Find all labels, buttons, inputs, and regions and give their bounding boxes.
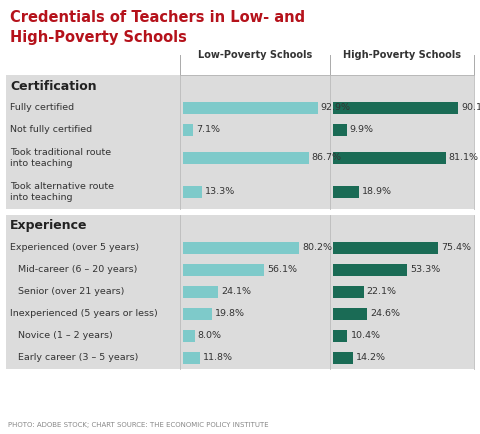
Text: Certification: Certification (10, 79, 96, 92)
Text: 56.1%: 56.1% (267, 266, 297, 274)
Text: Took traditional route
into teaching: Took traditional route into teaching (10, 148, 111, 168)
Text: Senior (over 21 years): Senior (over 21 years) (18, 287, 124, 296)
Text: Not fully certified: Not fully certified (10, 125, 92, 135)
Text: 18.9%: 18.9% (362, 187, 392, 197)
Bar (183, 102, 318, 114)
Text: 81.1%: 81.1% (449, 154, 479, 162)
Bar (333, 308, 367, 320)
Bar (333, 102, 458, 114)
Text: Low-Poverty Schools: Low-Poverty Schools (198, 50, 312, 60)
Text: 53.3%: 53.3% (410, 266, 440, 274)
Text: 7.1%: 7.1% (196, 125, 220, 135)
Text: Mid-career (6 – 20 years): Mid-career (6 – 20 years) (18, 266, 137, 274)
Bar (333, 152, 446, 164)
Text: Early career (3 – 5 years): Early career (3 – 5 years) (18, 354, 138, 362)
Bar (6, 215, 474, 369)
Text: 11.8%: 11.8% (203, 354, 233, 362)
Text: 86.7%: 86.7% (312, 154, 342, 162)
Text: Took alternative route
into teaching: Took alternative route into teaching (10, 182, 114, 202)
Text: 90.1%: 90.1% (461, 103, 480, 112)
Text: High-Poverty Schools: High-Poverty Schools (10, 30, 187, 45)
Bar (183, 264, 264, 276)
Text: 92.9%: 92.9% (321, 103, 351, 112)
Text: 10.4%: 10.4% (350, 332, 381, 341)
Text: High-Poverty Schools: High-Poverty Schools (343, 50, 461, 60)
Bar (333, 264, 407, 276)
Text: 22.1%: 22.1% (367, 287, 396, 296)
Bar (183, 330, 194, 342)
Bar (333, 186, 359, 198)
Text: Fully certified: Fully certified (10, 103, 74, 112)
Text: Inexperienced (5 years or less): Inexperienced (5 years or less) (10, 309, 158, 319)
Text: Novice (1 – 2 years): Novice (1 – 2 years) (18, 332, 113, 341)
Bar (183, 286, 218, 298)
Bar (333, 286, 364, 298)
Bar (183, 242, 300, 254)
Text: Experience: Experience (10, 220, 87, 233)
Text: 13.3%: 13.3% (205, 187, 236, 197)
Text: Credentials of Teachers in Low- and: Credentials of Teachers in Low- and (10, 10, 305, 25)
Bar (183, 308, 212, 320)
Bar (183, 152, 309, 164)
Text: 80.2%: 80.2% (302, 243, 332, 253)
Text: Experienced (over 5 years): Experienced (over 5 years) (10, 243, 139, 253)
Bar (6, 75, 474, 209)
Text: 19.8%: 19.8% (215, 309, 245, 319)
Text: 14.2%: 14.2% (356, 354, 386, 362)
Text: 9.9%: 9.9% (350, 125, 374, 135)
Text: 75.4%: 75.4% (441, 243, 471, 253)
Text: 24.1%: 24.1% (221, 287, 251, 296)
Bar (183, 124, 193, 136)
Text: 8.0%: 8.0% (198, 332, 222, 341)
Text: 24.6%: 24.6% (370, 309, 400, 319)
Bar (333, 124, 347, 136)
Bar (183, 186, 202, 198)
Bar (333, 352, 353, 364)
Text: PHOTO: ADOBE STOCK; CHART SOURCE: THE ECONOMIC POLICY INSTITUTE: PHOTO: ADOBE STOCK; CHART SOURCE: THE EC… (8, 422, 269, 428)
Bar (333, 330, 348, 342)
Bar (183, 352, 200, 364)
Bar (333, 242, 438, 254)
